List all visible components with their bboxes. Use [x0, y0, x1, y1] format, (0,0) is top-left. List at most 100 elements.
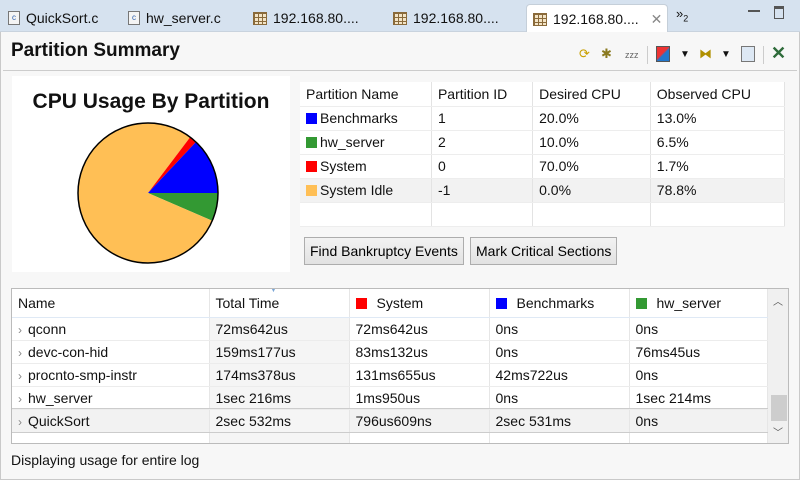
observed-cpu: 6.5%: [650, 130, 786, 155]
table-header: Partition Name Partition ID Desired CPU …: [300, 82, 786, 107]
time-cell: 0ns: [629, 317, 768, 341]
column-header[interactable]: Partition ID: [431, 82, 534, 107]
process-name: › devc-con-hid: [12, 340, 210, 364]
column-header-benchmarks[interactable]: Benchmarks: [489, 289, 630, 318]
time-cell: 0ns: [489, 386, 630, 410]
partition-id: -1: [431, 178, 534, 203]
color-swatch: [495, 297, 507, 309]
maximize-icon[interactable]: [774, 6, 784, 19]
dropdown-arrow-icon[interactable]: ▼: [721, 49, 731, 60]
time-cell: 2sec 531ms: [489, 409, 630, 433]
pie-svg: [77, 122, 219, 264]
bug-icon[interactable]: ✱: [601, 46, 612, 61]
color-swatch: [635, 297, 647, 309]
partition-name: Benchmarks: [300, 106, 432, 131]
trace-log-icon: [533, 12, 547, 26]
observed-cpu: 13.0%: [650, 106, 786, 131]
color-swatch: [306, 113, 317, 124]
time-cell: 76ms45us: [629, 340, 768, 364]
partition-name: System Idle: [300, 178, 432, 203]
partition-row[interactable]: System 0 70.0% 1.7%: [300, 154, 786, 179]
sleep-icon[interactable]: zzz: [625, 50, 639, 60]
scrollbar-thumb[interactable]: [771, 395, 787, 421]
tab-label: 192.168.80....: [413, 10, 499, 26]
process-name: › procnto-smp-instr: [12, 363, 210, 387]
table-row[interactable]: › procnto-smp-instr 174ms378us 131ms655us 42…: [12, 363, 768, 387]
column-header-system[interactable]: System: [349, 289, 490, 318]
tab-label: 192.168.80....: [273, 10, 359, 26]
expand-chevron-icon[interactable]: ›: [18, 322, 22, 337]
refresh-icon[interactable]: ⟳: [579, 46, 590, 61]
lock-layout-icon[interactable]: [741, 46, 755, 62]
tab-label: QuickSort.c: [26, 10, 99, 26]
vertical-scrollbar[interactable]: ︿ ﹀: [768, 289, 788, 443]
tab-overflow-button[interactable]: »2: [676, 6, 689, 24]
dropdown-arrow-icon[interactable]: ▼: [680, 49, 690, 60]
expand-chevron-icon[interactable]: ›: [18, 345, 22, 360]
editor-tab-bar: c QuickSort.c c hw_server.c 192.168.80....…: [0, 0, 800, 33]
partition-id: 1: [431, 106, 534, 131]
color-swatch: [306, 137, 317, 148]
expand-chevron-icon[interactable]: ›: [18, 414, 22, 429]
color-swatch: [306, 161, 317, 172]
pie-slice-system: [148, 137, 196, 193]
c-file-icon: c: [128, 11, 140, 25]
column-header-hw-server[interactable]: hw_server: [629, 289, 768, 318]
column-header[interactable]: Partition Name: [300, 82, 432, 107]
time-cell: 131ms655us: [349, 363, 490, 387]
time-cell: 83ms132us: [349, 340, 490, 364]
time-cell: 1sec 216ms: [209, 386, 350, 410]
time-cell: 42ms722us: [489, 363, 630, 387]
table-row[interactable]: › hw_server 1sec 216ms 1ms950us 0ns 1sec 214m…: [12, 386, 768, 410]
color-swatch: [355, 297, 367, 309]
tab-trace-3[interactable]: 192.168.80.... ✕: [526, 4, 668, 33]
tab-trace-2[interactable]: 192.168.80....: [387, 4, 499, 32]
page-title: Partition Summary: [11, 40, 180, 61]
time-cell: 0ns: [629, 409, 768, 433]
partition-id: 2: [431, 130, 534, 155]
time-cell: 72ms642us: [209, 317, 350, 341]
export-icon[interactable]: [656, 46, 670, 62]
observed-cpu: 1.7%: [650, 154, 786, 179]
minimize-icon[interactable]: [748, 10, 760, 12]
time-cell: 72ms642us: [349, 317, 490, 341]
desired-cpu: 10.0%: [532, 130, 651, 155]
pie-slice-hw-server: [148, 193, 219, 221]
tab-quicksort-c[interactable]: c QuickSort.c: [2, 4, 98, 32]
partition-row[interactable]: System Idle -1 0.0% 78.8%: [300, 178, 786, 203]
time-cell: 2sec 532ms: [209, 409, 350, 433]
close-icon[interactable]: ✕: [771, 43, 787, 63]
column-header-name[interactable]: Name: [12, 289, 210, 318]
status-text: Displaying usage for entire log: [11, 452, 200, 468]
observed-cpu: 78.8%: [650, 178, 786, 203]
tab-label: hw_server.c: [146, 10, 221, 26]
tab-trace-1[interactable]: 192.168.80....: [247, 4, 359, 32]
time-cell: 0ns: [489, 317, 630, 341]
find-bankruptcy-events-button[interactable]: Find Bankruptcy Events: [304, 237, 464, 265]
expand-chevron-icon[interactable]: ›: [18, 391, 22, 406]
close-tab-icon[interactable]: ✕: [650, 10, 663, 27]
partition-row[interactable]: Benchmarks 1 20.0% 13.0%: [300, 106, 786, 131]
scroll-down-icon[interactable]: ﹀: [773, 428, 783, 439]
time-cell: 159ms177us: [209, 340, 350, 364]
mark-critical-sections-button[interactable]: Mark Critical Sections: [470, 237, 618, 265]
desired-cpu: 0.0%: [532, 178, 651, 203]
tab-hw-server-c[interactable]: c hw_server.c: [122, 4, 221, 32]
content-frame: [3, 70, 797, 478]
table-row[interactable]: › qconn 72ms642us 72ms642us 0ns 0ns: [12, 317, 768, 341]
table-row[interactable]: › QuickSort 2sec 532ms 796us609ns 2sec 531ms…: [12, 408, 769, 433]
scroll-up-icon[interactable]: ︿: [773, 297, 783, 308]
column-header[interactable]: Observed CPU: [650, 82, 786, 107]
filter-icon[interactable]: ⧓: [699, 46, 712, 61]
process-name: › hw_server: [12, 386, 210, 410]
table-row[interactable]: › devc-con-hid 159ms177us 83ms132us 0ns 76ms4…: [12, 340, 768, 364]
time-cell: 0ns: [629, 363, 768, 387]
partition-row[interactable]: hw_server 2 10.0% 6.5%: [300, 130, 786, 155]
pie-slice-benchmarks: [148, 141, 218, 193]
column-header[interactable]: Desired CPU: [532, 82, 651, 107]
column-header-total-time[interactable]: ▼ Total Time: [209, 289, 350, 318]
tab-label: 192.168.80....: [553, 11, 639, 27]
cpu-pie-chart: CPU Usage By Partition: [12, 76, 290, 272]
desired-cpu: 70.0%: [532, 154, 651, 179]
expand-chevron-icon[interactable]: ›: [18, 368, 22, 383]
